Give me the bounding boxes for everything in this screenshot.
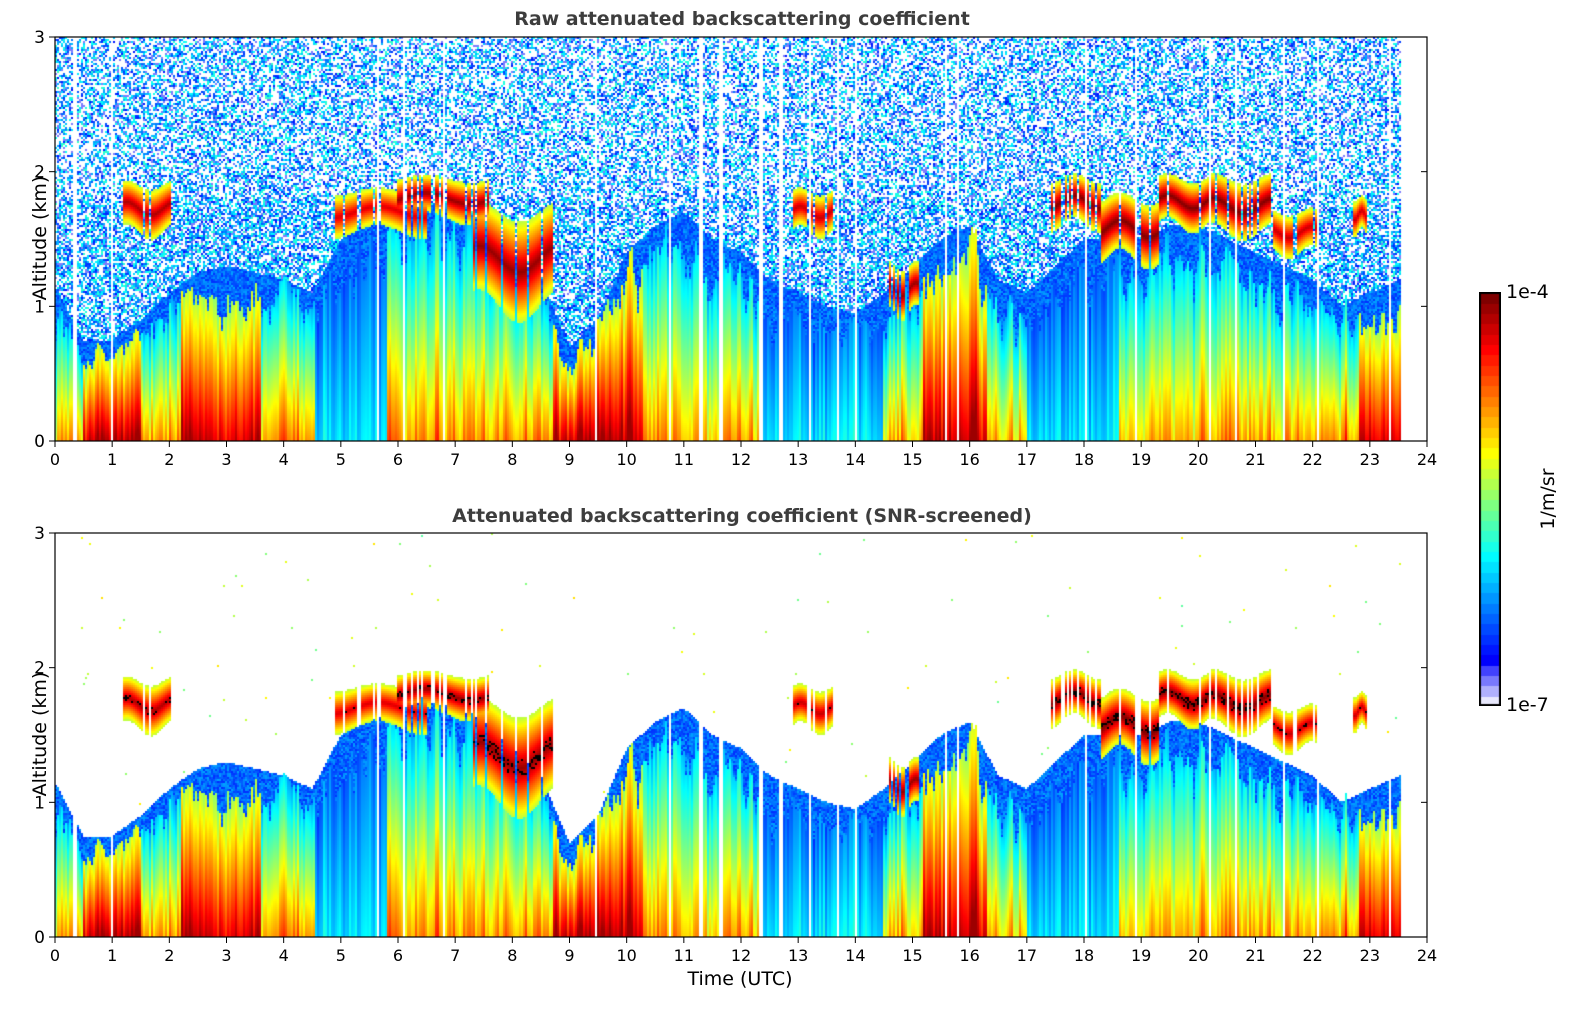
x-tick-label: 10 (616, 946, 636, 965)
x-tick-label: 16 (959, 946, 979, 965)
x-tick-label: 18 (1074, 946, 1094, 965)
x-tick-label: 9 (564, 946, 574, 965)
x-tick-label: 18 (1074, 450, 1094, 469)
y-tick-label: 2 (34, 659, 45, 679)
colorbar-min-label: 1e-7 (1506, 694, 1549, 716)
y-tick-label: 0 (34, 928, 45, 948)
x-tick-label: 24 (1417, 450, 1437, 469)
snr-screened-backscatter-heatmap (55, 533, 1427, 937)
x-tick-label: 5 (336, 450, 346, 469)
x-tick-label: 0 (50, 450, 60, 469)
x-tick-label: 21 (1245, 946, 1265, 965)
x-tick-label: 13 (788, 450, 808, 469)
x-tick-label: 21 (1245, 450, 1265, 469)
y-tick-label: 3 (34, 28, 45, 48)
x-tick-label: 24 (1417, 946, 1437, 965)
x-tick-label: 6 (393, 450, 403, 469)
x-tick-label: 23 (1360, 450, 1380, 469)
panel-2-frame (54, 532, 1428, 938)
colorbar-max-label: 1e-4 (1506, 281, 1549, 303)
x-tick-label: 7 (450, 946, 460, 965)
y-tick-label: 1 (34, 793, 45, 813)
x-tick-label: 14 (845, 946, 865, 965)
x-tick-label: 2 (164, 450, 174, 469)
x-tick-label: 17 (1017, 450, 1037, 469)
x-tick-label: 12 (731, 450, 751, 469)
x-tick-label: 22 (1302, 450, 1322, 469)
x-tick-label: 4 (279, 450, 289, 469)
y-tick-label: 1 (34, 297, 45, 317)
x-tick-label: 20 (1188, 450, 1208, 469)
colorbar-unit-label: 1/m/sr (1537, 468, 1559, 530)
panel-1-title: Raw attenuated backscattering coefficien… (514, 8, 970, 30)
x-tick-label: 6 (393, 946, 403, 965)
colorbar (1479, 292, 1501, 706)
x-tick-label: 15 (902, 450, 922, 469)
x-tick-label: 3 (221, 946, 231, 965)
x-tick-label: 5 (336, 946, 346, 965)
x-tick-label: 4 (279, 946, 289, 965)
x-tick-label: 8 (507, 946, 517, 965)
x-tick-label: 11 (674, 946, 694, 965)
x-tick-label: 13 (788, 946, 808, 965)
raw-backscatter-heatmap (55, 37, 1427, 441)
x-tick-label: 12 (731, 946, 751, 965)
x-tick-label: 16 (959, 450, 979, 469)
x-tick-label: 20 (1188, 946, 1208, 965)
x-tick-label: 2 (164, 946, 174, 965)
x-tick-label: 22 (1302, 946, 1322, 965)
y-tick-label: 3 (34, 524, 45, 544)
x-tick-label: 14 (845, 450, 865, 469)
x-tick-label: 17 (1017, 946, 1037, 965)
y-tick-label: 0 (34, 432, 45, 452)
x-tick-label: 10 (616, 450, 636, 469)
panel-2-title: Attenuated backscattering coefficient (S… (452, 505, 1032, 527)
x-tick-label: 1 (107, 946, 117, 965)
x-axis-label: Time (UTC) (687, 968, 793, 990)
x-tick-label: 19 (1131, 450, 1151, 469)
x-tick-label: 11 (674, 450, 694, 469)
x-tick-label: 9 (564, 450, 574, 469)
x-tick-label: 3 (221, 450, 231, 469)
x-tick-label: 19 (1131, 946, 1151, 965)
x-tick-label: 1 (107, 450, 117, 469)
x-tick-label: 7 (450, 450, 460, 469)
y-tick-label: 2 (34, 163, 45, 183)
panel-1-frame (54, 36, 1428, 442)
x-tick-label: 8 (507, 450, 517, 469)
x-tick-label: 15 (902, 946, 922, 965)
x-tick-label: 23 (1360, 946, 1380, 965)
x-tick-label: 0 (50, 946, 60, 965)
